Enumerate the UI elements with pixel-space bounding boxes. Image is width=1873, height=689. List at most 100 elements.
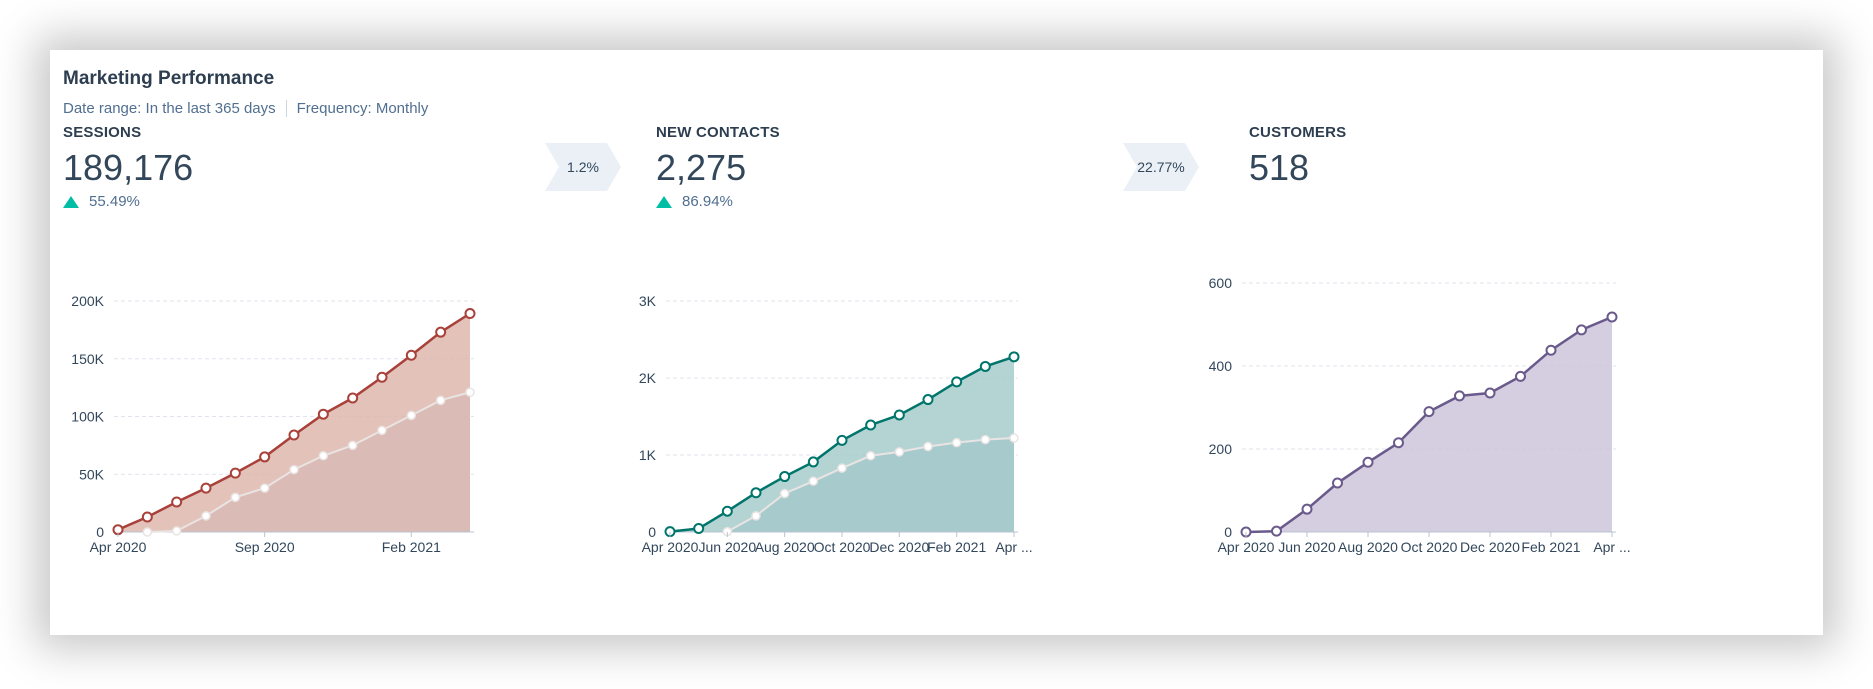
x-tick-label: Aug 2020 bbox=[1338, 539, 1398, 555]
report-card: Marketing Performance Date range: In the… bbox=[50, 50, 1823, 635]
previous-period-point bbox=[751, 511, 761, 521]
current-period-point bbox=[721, 505, 733, 517]
customers-chart: 0 200 400 600 Apr 2020 Jun 2020 Aug 2020 Oct 20… bbox=[1209, 275, 1631, 555]
x-tick-label: Apr 2020 bbox=[642, 539, 699, 555]
x-tick-label: Feb 2021 bbox=[382, 539, 441, 555]
meta-divider bbox=[285, 100, 287, 117]
kpi-label: NEW CONTACTS bbox=[656, 124, 780, 141]
kpi-delta-value: 86.94% bbox=[682, 193, 733, 210]
current-period-point bbox=[229, 467, 241, 479]
date-range: Date range: In the last 365 days bbox=[63, 100, 276, 117]
current-period-point bbox=[807, 456, 819, 468]
previous-period-area bbox=[727, 438, 1014, 532]
kpi-delta: 55.49% bbox=[63, 193, 193, 210]
kpi-value: 189,176 bbox=[63, 147, 194, 188]
y-tick-label: 200 bbox=[1209, 441, 1233, 457]
y-tick-label: 50K bbox=[79, 466, 105, 482]
x-tick-label: Apr 2020 bbox=[90, 539, 147, 555]
previous-period-point bbox=[837, 463, 847, 473]
report-title: Marketing Performance bbox=[63, 68, 275, 89]
current-period-point bbox=[288, 429, 300, 441]
current-period-point bbox=[1008, 351, 1020, 363]
conversion-contacts-to-customers: 22.77% bbox=[1123, 143, 1199, 191]
previous-period-point bbox=[142, 527, 153, 537]
previous-period-point bbox=[377, 425, 387, 436]
kpi-customers: CUSTOMERS 518 bbox=[1249, 124, 1346, 189]
report-meta: Date range: In the last 365 days Frequen… bbox=[63, 100, 428, 117]
previous-period-point bbox=[1009, 433, 1019, 443]
current-period-area bbox=[1246, 317, 1612, 532]
trend-up-icon bbox=[63, 195, 79, 208]
current-period-point bbox=[836, 434, 848, 446]
previous-period-point bbox=[435, 395, 446, 406]
previous-period-line bbox=[147, 391, 471, 533]
current-period-point bbox=[865, 419, 877, 431]
previous-period-point bbox=[808, 476, 819, 486]
previous-period-point bbox=[865, 451, 876, 461]
current-period-point bbox=[1515, 370, 1526, 382]
kpi-new-contacts: NEW CONTACTS 2,275 86.94% bbox=[656, 124, 780, 210]
current-period-point bbox=[171, 496, 183, 508]
y-tick-label: 3K bbox=[639, 293, 657, 309]
kpi-sessions: SESSIONS 189,176 55.49% bbox=[63, 124, 193, 210]
x-tick-label: Dec 2020 bbox=[869, 539, 929, 555]
kpi-label: SESSIONS bbox=[63, 124, 142, 141]
previous-period-point bbox=[980, 434, 991, 445]
current-period-point bbox=[1576, 324, 1587, 336]
current-period-point bbox=[922, 394, 934, 406]
x-tick-label: Sep 2020 bbox=[235, 539, 295, 555]
kpi-delta: 86.94% bbox=[656, 193, 780, 210]
kpi-value: 2,275 bbox=[656, 147, 747, 188]
current-period-point bbox=[376, 371, 388, 383]
previous-period-point bbox=[779, 488, 790, 499]
conversion-rate: 1.2% bbox=[567, 159, 599, 175]
current-period-point bbox=[693, 523, 705, 535]
previous-period-point bbox=[406, 410, 417, 421]
current-period-point bbox=[435, 326, 447, 338]
current-period-point bbox=[317, 408, 329, 420]
y-tick-label: 200K bbox=[71, 293, 104, 309]
current-period-point bbox=[1362, 456, 1374, 468]
previous-period-point bbox=[289, 464, 299, 475]
x-tick-label: Jun 2020 bbox=[1278, 539, 1336, 555]
y-tick-label: 1K bbox=[639, 447, 657, 463]
current-period-point bbox=[405, 349, 417, 361]
x-tick-label: Apr 2020 bbox=[1218, 539, 1275, 555]
x-tick-label: Oct 2020 bbox=[814, 539, 871, 555]
current-period-point bbox=[347, 392, 359, 404]
current-period-point bbox=[893, 409, 905, 421]
kpi-label: CUSTOMERS bbox=[1249, 124, 1347, 141]
previous-period-point bbox=[347, 440, 358, 451]
current-period-point bbox=[200, 482, 212, 494]
current-period-point bbox=[1454, 390, 1465, 402]
y-tick-label: 0 bbox=[1224, 524, 1232, 540]
y-tick-label: 0 bbox=[96, 524, 104, 540]
trend-up-icon bbox=[656, 195, 672, 208]
current-period-point bbox=[1423, 406, 1435, 418]
current-period-point bbox=[979, 360, 991, 372]
kpi-value: 518 bbox=[1249, 147, 1310, 188]
x-tick-label: Dec 2020 bbox=[1460, 539, 1520, 555]
y-tick-label: 100K bbox=[71, 409, 104, 425]
chevron-shape bbox=[545, 143, 621, 191]
x-tick-label: Aug 2020 bbox=[755, 539, 815, 555]
x-tick-label: Apr ... bbox=[1593, 539, 1630, 555]
previous-period-point bbox=[259, 483, 270, 493]
x-tick-label: Oct 2020 bbox=[1401, 539, 1458, 555]
conversion-sessions-to-contacts: 1.2% bbox=[545, 143, 621, 191]
current-period-point bbox=[750, 487, 762, 499]
frequency: Frequency: Monthly bbox=[296, 100, 429, 117]
x-tick-label: Apr ... bbox=[995, 539, 1032, 555]
current-period-point bbox=[464, 308, 476, 320]
current-period-point bbox=[141, 511, 153, 523]
y-tick-label: 150K bbox=[71, 351, 104, 367]
previous-period-point bbox=[230, 492, 241, 503]
previous-period-point bbox=[923, 441, 933, 452]
current-period-point bbox=[1484, 387, 1496, 399]
kpi-delta-value: 55.49% bbox=[89, 193, 140, 210]
current-period-point bbox=[1393, 437, 1404, 449]
sessions-chart: 0 50K 100K 150K 200K Apr 2020 Sep 2020 Feb 2021 bbox=[71, 293, 476, 555]
y-tick-label: 2K bbox=[639, 370, 657, 386]
current-period-point bbox=[1332, 477, 1343, 489]
current-period-point bbox=[1271, 525, 1282, 537]
